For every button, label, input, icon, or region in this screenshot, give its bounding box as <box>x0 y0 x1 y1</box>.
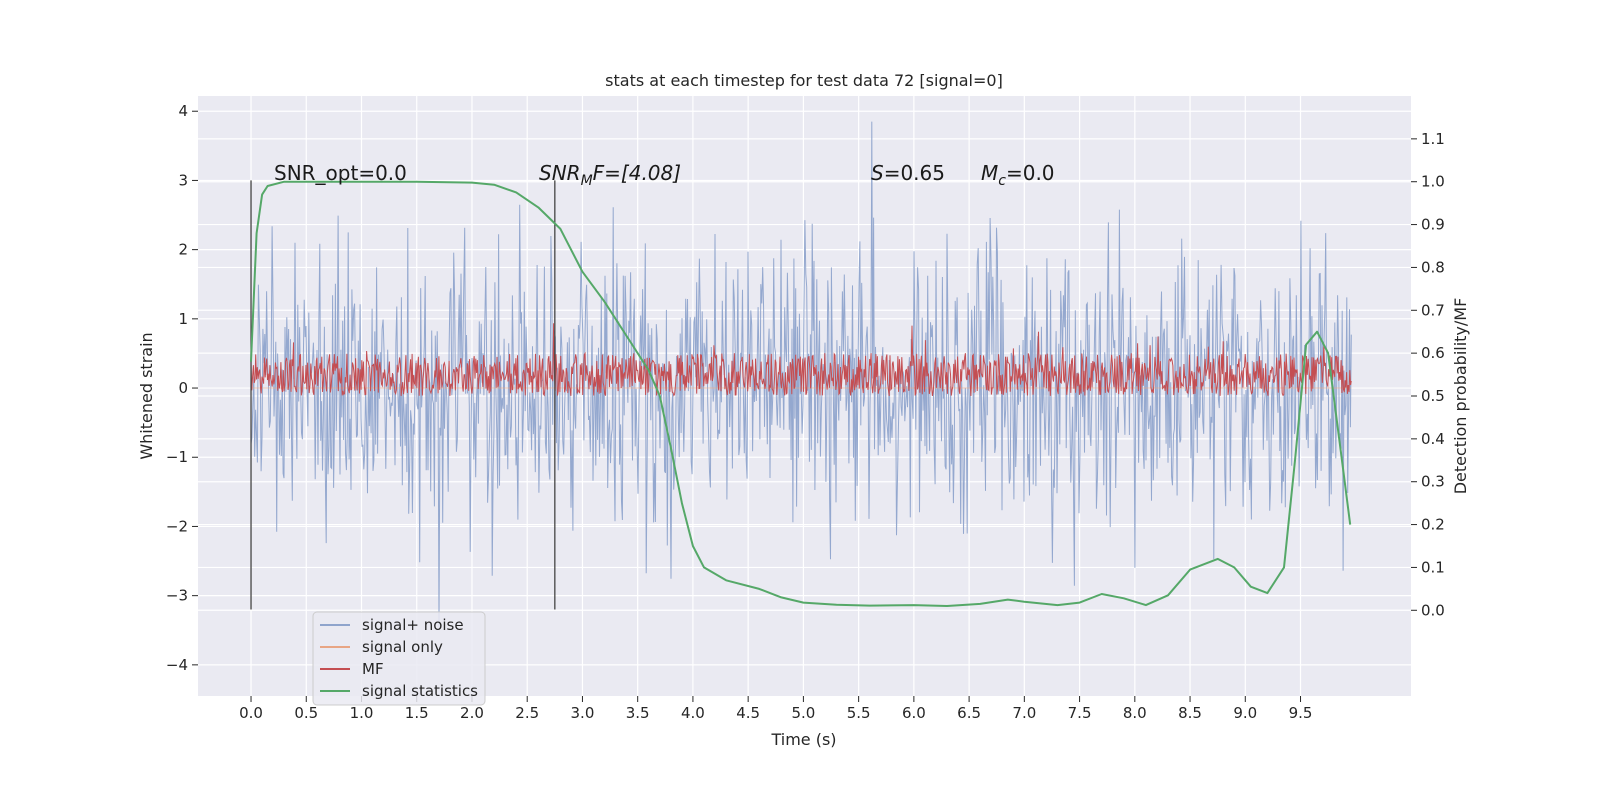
annotation-s-label: S <box>871 161 884 185</box>
x-tick-label: 6.0 <box>902 704 926 722</box>
y-right-tick-label: 1.1 <box>1421 130 1445 148</box>
x-tick-label: 4.5 <box>736 704 760 722</box>
y-left-tick-label: 0 <box>178 379 188 397</box>
grid-lines <box>198 96 1411 696</box>
x-tick-label: 3.0 <box>571 704 595 722</box>
annotation-snr-mf-sub: M <box>581 173 593 189</box>
annotation-s: S=0.65 <box>871 161 945 185</box>
x-tick-label: 0.5 <box>294 704 318 722</box>
mf-line <box>250 323 1352 397</box>
legend-label-signal-only: signal only <box>362 638 443 656</box>
annotation-mc-label: M <box>981 161 998 185</box>
legend-label-mf: MF <box>362 660 384 678</box>
annotation-snr-opt: SNR_opt=0.0 <box>274 161 407 185</box>
legend: signal+ noise signal only MF signal stat… <box>312 611 486 706</box>
y-left-tick-label: 2 <box>178 241 188 259</box>
annotation-mc-value: =0.0 <box>1006 161 1055 185</box>
x-tick-label: 7.5 <box>1068 704 1092 722</box>
x-tick-label: 5.0 <box>791 704 815 722</box>
y-right-tick-label: 0.3 <box>1421 473 1445 491</box>
y-left-tick-label: −2 <box>166 517 188 535</box>
y-right-tick-label: 1.0 <box>1421 173 1445 191</box>
chart-title: stats at each timestep for test data 72 … <box>605 71 1003 90</box>
x-tick-label: 1.0 <box>350 704 374 722</box>
y-right-tick-label: 0.1 <box>1421 558 1445 576</box>
y-left-tick-label: −4 <box>166 656 188 674</box>
y-right-tick-label: 0.7 <box>1421 301 1445 319</box>
mf-series <box>250 323 1352 397</box>
y-right-tick-label: 0.2 <box>1421 516 1445 534</box>
y-left-tick-label: 4 <box>178 102 188 120</box>
y-right-tick-label: 0.9 <box>1421 216 1445 234</box>
annotation-snr-mf-rest: F=[4.08] <box>593 161 681 185</box>
legend-box <box>312 611 486 706</box>
annotation-mc-sub: c <box>998 173 1006 189</box>
x-tick-label: 0.0 <box>239 704 263 722</box>
y-right-axis-ticks: 0.0 0.1 0.2 0.3 0.4 0.5 0.6 0.7 0.8 0.9 1.0 1.1 <box>1411 130 1445 619</box>
annotation-snr-mf: SNRMF=[4.08] <box>539 161 681 189</box>
x-tick-label: 9.5 <box>1289 704 1313 722</box>
x-tick-label: 5.5 <box>847 704 871 722</box>
x-tick-label: 1.5 <box>405 704 429 722</box>
y-left-axis-ticks: −4 −3 −2 −1 0 1 2 3 4 <box>166 102 198 674</box>
y-right-axis-label: Detection probability/MF <box>1451 298 1470 495</box>
y-right-tick-label: 0.4 <box>1421 430 1445 448</box>
annotation-mc: Mc=0.0 <box>981 161 1055 189</box>
signal-statistics-line <box>250 180 1352 607</box>
y-left-tick-label: 3 <box>178 171 188 189</box>
x-axis-label: Time (s) <box>770 730 836 749</box>
y-left-tick-label: −3 <box>166 587 188 605</box>
signal-statistics-series <box>250 180 1352 607</box>
x-tick-label: 7.0 <box>1012 704 1036 722</box>
x-tick-label: 8.5 <box>1178 704 1202 722</box>
x-tick-label: 6.5 <box>957 704 981 722</box>
legend-label-signal-noise: signal+ noise <box>362 616 464 634</box>
y-left-tick-label: −1 <box>166 448 188 466</box>
y-left-tick-label: 1 <box>178 310 188 328</box>
x-tick-label: 2.5 <box>515 704 539 722</box>
x-tick-label: 4.0 <box>681 704 705 722</box>
x-tick-label: 2.0 <box>460 704 484 722</box>
y-right-tick-label: 0.5 <box>1421 387 1445 405</box>
y-right-tick-label: 0.6 <box>1421 344 1445 362</box>
annotation-s-value: =0.65 <box>884 161 945 185</box>
annotation-snr-mf-base: SNR <box>539 161 581 185</box>
x-tick-label: 3.5 <box>626 704 650 722</box>
y-right-tick-label: 0.0 <box>1421 601 1445 619</box>
vertical-markers <box>250 180 556 610</box>
x-tick-label: 8.0 <box>1123 704 1147 722</box>
legend-label-signal-statistics: signal statistics <box>362 682 478 700</box>
y-left-axis-label: Whitened strain <box>137 332 156 459</box>
x-tick-label: 9.0 <box>1233 704 1257 722</box>
y-right-tick-label: 0.8 <box>1421 258 1445 276</box>
x-axis-ticks: 0.0 0.5 1.0 1.5 2.0 2.5 3.0 3.5 4.0 4.5 5.0 5.5 6.0 6… <box>239 696 1312 722</box>
